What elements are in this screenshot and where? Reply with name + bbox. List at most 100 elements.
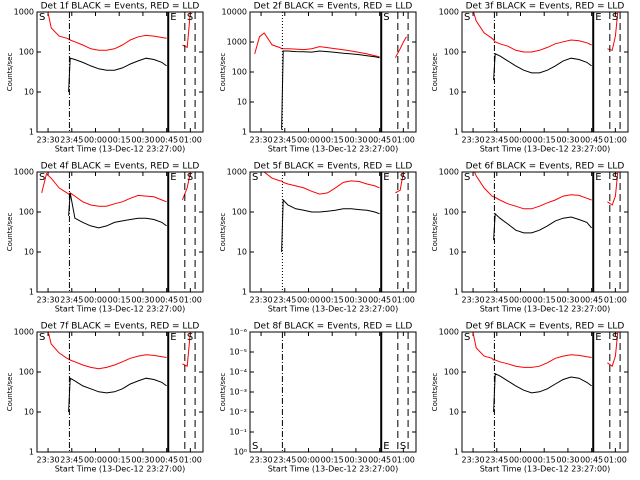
annotation: S (383, 12, 389, 23)
x-tick-label: 23:30 (37, 136, 60, 145)
x-tick-label: 23:30 (250, 136, 273, 145)
x-tick-label: 00:15 (108, 296, 131, 305)
x-axis-label: Start Time (13-Dec-12 23:27:00) (268, 465, 399, 474)
annotation: S (252, 172, 258, 183)
annotation: E (170, 172, 176, 183)
y-tick-label: 1000 (227, 168, 247, 177)
x-tick-label: 23:45 (60, 296, 83, 305)
x-tick-label: 00:45 (155, 296, 178, 305)
annotation: S (464, 332, 470, 343)
panel: Det 2f BLACK = Events, RED = LLD Start Ti… (219, 2, 417, 154)
plot-area (473, 172, 621, 292)
y-tick-label: 10 (237, 248, 247, 257)
chart-title: Det 7f BLACK = Events, RED = LLD (41, 322, 200, 332)
y-tick-label: 100 (444, 48, 459, 57)
data-line (281, 198, 380, 253)
y-axis-label: Counts/sec (431, 213, 439, 252)
x-tick-label: 00:15 (321, 456, 344, 465)
x-tick-label: 23:45 (273, 456, 296, 465)
y-tick-label: 10 (449, 408, 459, 417)
data-line (493, 53, 592, 81)
annotation: S (187, 332, 193, 343)
y-tick-label: 10 (24, 248, 34, 257)
x-tick-label: 00:15 (533, 456, 556, 465)
y-tick-label: 10 (24, 408, 34, 417)
annotation: E (383, 441, 389, 452)
annotation: S (187, 172, 193, 183)
y-axis-label: Counts/sec (431, 53, 439, 92)
annotation: S (464, 12, 470, 23)
x-tick-label: 01:00 (604, 296, 627, 305)
x-tick-label: 00:00 (509, 136, 532, 145)
annotation: S (39, 172, 45, 183)
annotation: S (612, 172, 618, 183)
y-tick-label: 1000 (14, 8, 34, 17)
x-tick-label: 00:30 (556, 456, 579, 465)
y-tick-label: 1 (29, 288, 34, 297)
y-tick-label: 1 (242, 288, 247, 297)
plot-area (281, 332, 409, 452)
panel: Det 7f BLACK = Events, RED = LLD Start Ti… (6, 322, 204, 474)
y-tick-label: 1000 (439, 8, 459, 17)
y-tick-label: 1 (454, 448, 459, 457)
x-tick-label: 23:30 (462, 456, 485, 465)
annotation: E (170, 332, 176, 343)
panel: Det 1f BLACK = Events, RED = LLD Start Ti… (6, 2, 204, 154)
x-tick-label: 00:00 (84, 136, 107, 145)
chart-title: Det 4f BLACK = Events, RED = LLD (41, 162, 200, 172)
y-tick-label: 1 (454, 288, 459, 297)
x-axis-label: Start Time (13-Dec-12 23:27:00) (268, 305, 399, 314)
x-tick-label: 01:00 (392, 136, 415, 145)
x-tick-label: 00:00 (509, 456, 532, 465)
frame (36, 171, 204, 293)
y-axis-label: Counts/sec (431, 373, 439, 412)
x-tick-label: 00:30 (556, 296, 579, 305)
annotation: E (383, 172, 389, 183)
annotation: S (612, 12, 618, 23)
x-tick-label: 23:30 (462, 296, 485, 305)
x-tick-label: 00:45 (580, 136, 603, 145)
y-tick-label: 1 (29, 128, 34, 137)
chart-title: Det 3f BLACK = Events, RED = LLD (466, 2, 625, 12)
x-tick-label: 00:30 (344, 296, 367, 305)
plot-area (41, 172, 196, 292)
y-tick-label: 10⁻³ (229, 388, 247, 397)
y-tick-label: 10⁻¹ (229, 428, 247, 437)
y-tick-label: 100 (232, 208, 247, 217)
x-tick-label: 23:45 (60, 456, 83, 465)
panel: Det 5f BLACK = Events, RED = LLD Start Ti… (219, 162, 417, 314)
chart-title: Det 1f BLACK = Events, RED = LLD (41, 2, 200, 12)
annotation: S (39, 332, 45, 343)
annotation: E (595, 172, 601, 183)
annotation: S (187, 12, 193, 23)
x-tick-label: 00:15 (321, 296, 344, 305)
data-line (68, 377, 167, 413)
x-tick-label: 00:30 (344, 136, 367, 145)
plot-area (263, 172, 409, 292)
x-tick-label: 00:00 (84, 296, 107, 305)
y-axis-label: Counts/sec (219, 213, 227, 252)
y-tick-label: 10⁻⁴ (229, 368, 247, 377)
x-axis-label: Start Time (13-Dec-12 23:27:00) (480, 465, 611, 474)
y-tick-label: 10 (237, 98, 247, 107)
data-line (68, 57, 167, 93)
annotation: E (595, 332, 601, 343)
x-tick-label: 00:45 (580, 296, 603, 305)
data-line (473, 172, 619, 210)
data-line (263, 172, 404, 195)
x-axis-label: Start Time (13-Dec-12 23:27:00) (55, 305, 186, 314)
x-tick-label: 00:00 (297, 136, 320, 145)
annotation: E (595, 12, 601, 23)
panel: Det 9f BLACK = Events, RED = LLD Start Ti… (431, 322, 629, 474)
frame (461, 11, 629, 133)
x-tick-label: 23:45 (273, 136, 296, 145)
x-axis-label: Start Time (13-Dec-12 23:27:00) (480, 305, 611, 314)
y-tick-label: 10⁻⁶ (229, 328, 247, 337)
frame (36, 331, 204, 453)
chart-title: Det 2f BLACK = Events, RED = LLD (254, 2, 413, 12)
frame (461, 171, 629, 293)
x-tick-label: 00:00 (84, 456, 107, 465)
frame (36, 11, 204, 133)
x-tick-label: 01:00 (179, 136, 202, 145)
